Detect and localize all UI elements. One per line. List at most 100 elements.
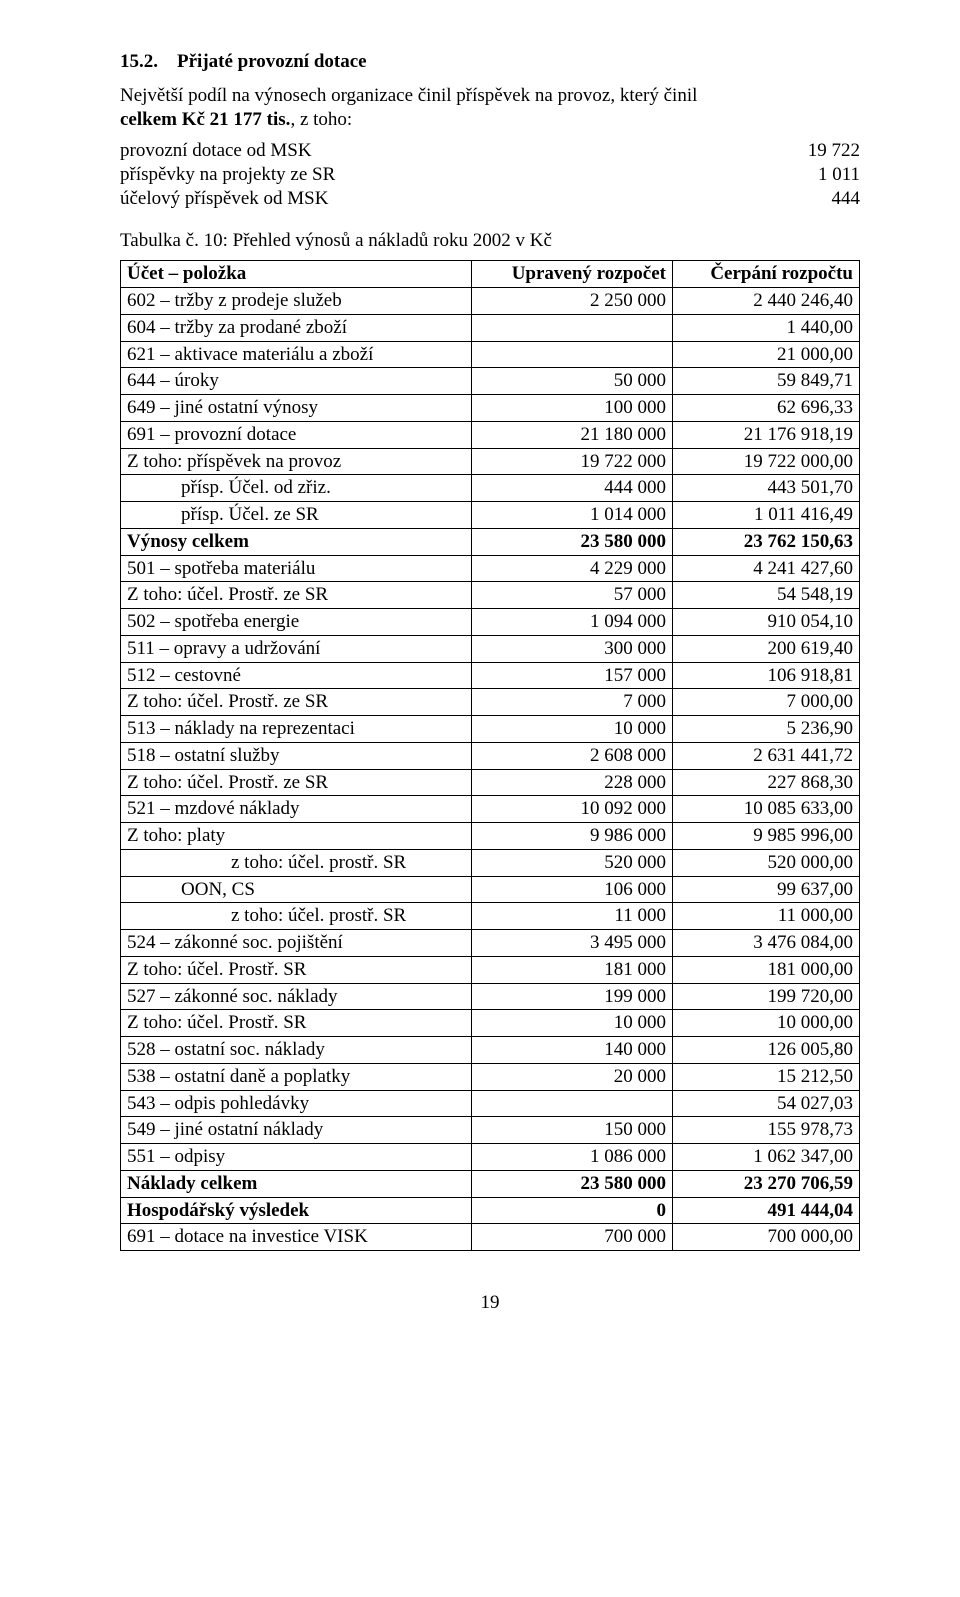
table-row: Náklady celkem23 580 00023 270 706,59 — [121, 1170, 860, 1197]
row-budget: 20 000 — [472, 1063, 673, 1090]
row-budget: 100 000 — [472, 395, 673, 422]
table-row: 691 – dotace na investice VISK700 000700… — [121, 1224, 860, 1251]
table-row: 501 – spotřeba materiálu4 229 0004 241 4… — [121, 555, 860, 582]
table-row: 527 – zákonné soc. náklady199 000199 720… — [121, 983, 860, 1010]
row-actual: 910 054,10 — [672, 609, 859, 636]
row-budget: 19 722 000 — [472, 448, 673, 475]
row-budget: 199 000 — [472, 983, 673, 1010]
row-label: OON, CS — [121, 876, 472, 903]
table-header-row: Účet – položka Upravený rozpočet Čerpání… — [121, 261, 860, 288]
table-row: 521 – mzdové náklady10 092 00010 085 633… — [121, 796, 860, 823]
row-actual: 23 762 150,63 — [672, 528, 859, 555]
row-budget: 140 000 — [472, 1037, 673, 1064]
row-budget: 300 000 — [472, 635, 673, 662]
row-label: 549 – jiné ostatní náklady — [121, 1117, 472, 1144]
row-actual: 1 062 347,00 — [672, 1144, 859, 1171]
table-row: 513 – náklady na reprezentaci10 0005 236… — [121, 716, 860, 743]
row-actual: 1 011 416,49 — [672, 502, 859, 529]
row-label: Výnosy celkem — [121, 528, 472, 555]
table-row: Výnosy celkem23 580 00023 762 150,63 — [121, 528, 860, 555]
row-budget: 1 086 000 — [472, 1144, 673, 1171]
row-actual: 19 722 000,00 — [672, 448, 859, 475]
row-actual: 491 444,04 — [672, 1197, 859, 1224]
row-actual: 199 720,00 — [672, 983, 859, 1010]
row-actual: 3 476 084,00 — [672, 930, 859, 957]
row-actual: 181 000,00 — [672, 956, 859, 983]
table-row: Z toho: účel. Prostř. ze SR57 00054 548,… — [121, 582, 860, 609]
row-actual: 520 000,00 — [672, 849, 859, 876]
row-actual: 106 918,81 — [672, 662, 859, 689]
row-label: 512 – cestovné — [121, 662, 472, 689]
row-budget: 11 000 — [472, 903, 673, 930]
table-row: 538 – ostatní daně a poplatky20 00015 21… — [121, 1063, 860, 1090]
row-budget — [472, 314, 673, 341]
row-budget: 23 580 000 — [472, 528, 673, 555]
row-actual: 23 270 706,59 — [672, 1170, 859, 1197]
table-row: 551 – odpisy1 086 0001 062 347,00 — [121, 1144, 860, 1171]
list-item: účelový příspěvek od MSK444 — [120, 187, 860, 211]
col-header-actual: Čerpání rozpočtu — [672, 261, 859, 288]
row-label: z toho: účel. prostř. SR — [121, 903, 472, 930]
row-label: 604 – tržby za prodané zboží — [121, 314, 472, 341]
row-budget: 10 092 000 — [472, 796, 673, 823]
list-item-value: 19 722 — [750, 139, 860, 163]
section-title: Přijaté provozní dotace — [177, 51, 367, 72]
row-actual: 62 696,33 — [672, 395, 859, 422]
row-budget — [472, 1090, 673, 1117]
row-label: 691 – provozní dotace — [121, 421, 472, 448]
row-actual: 700 000,00 — [672, 1224, 859, 1251]
table-row: 644 – úroky50 00059 849,71 — [121, 368, 860, 395]
table-row: Z toho: platy9 986 0009 985 996,00 — [121, 823, 860, 850]
row-actual: 155 978,73 — [672, 1117, 859, 1144]
col-header-budget: Upravený rozpočet — [472, 261, 673, 288]
intro-line1: Největší podíl na výnosech organizace či… — [120, 85, 697, 106]
row-budget: 228 000 — [472, 769, 673, 796]
row-budget: 57 000 — [472, 582, 673, 609]
row-label: 513 – náklady na reprezentaci — [121, 716, 472, 743]
row-actual: 11 000,00 — [672, 903, 859, 930]
table-row: 502 – spotřeba energie1 094 000910 054,1… — [121, 609, 860, 636]
list-item: provozní dotace od MSK19 722 — [120, 139, 860, 163]
row-label: 621 – aktivace materiálu a zboží — [121, 341, 472, 368]
table-row: z toho: účel. prostř. SR520 000520 000,0… — [121, 849, 860, 876]
row-actual: 2 440 246,40 — [672, 288, 859, 315]
row-label: 551 – odpisy — [121, 1144, 472, 1171]
row-budget: 10 000 — [472, 1010, 673, 1037]
row-budget: 157 000 — [472, 662, 673, 689]
row-budget: 23 580 000 — [472, 1170, 673, 1197]
row-budget: 106 000 — [472, 876, 673, 903]
section-number: 15.2. — [120, 51, 158, 72]
row-budget: 150 000 — [472, 1117, 673, 1144]
row-budget: 7 000 — [472, 689, 673, 716]
row-actual: 99 637,00 — [672, 876, 859, 903]
row-budget: 1 014 000 — [472, 502, 673, 529]
table-row: 524 – zákonné soc. pojištění3 495 0003 4… — [121, 930, 860, 957]
row-budget: 520 000 — [472, 849, 673, 876]
row-actual: 15 212,50 — [672, 1063, 859, 1090]
table-row: přísp. Účel. od zřiz.444 000443 501,70 — [121, 475, 860, 502]
row-budget — [472, 341, 673, 368]
section-heading: 15.2. Přijaté provozní dotace — [120, 50, 860, 74]
list-item-label: provozní dotace od MSK — [120, 139, 750, 163]
row-budget: 444 000 — [472, 475, 673, 502]
intro-bold: celkem Kč 21 177 tis. — [120, 109, 290, 130]
table-row: Z toho: účel. Prostř. ze SR228 000227 86… — [121, 769, 860, 796]
table-row: Z toho: příspěvek na provoz19 722 00019 … — [121, 448, 860, 475]
table-row: 511 – opravy a udržování300 000200 619,4… — [121, 635, 860, 662]
row-actual: 2 631 441,72 — [672, 742, 859, 769]
table-row: 604 – tržby za prodané zboží1 440,00 — [121, 314, 860, 341]
row-label: 528 – ostatní soc. náklady — [121, 1037, 472, 1064]
row-label: přísp. Účel. ze SR — [121, 502, 472, 529]
row-label: 649 – jiné ostatní výnosy — [121, 395, 472, 422]
table-row: přísp. Účel. ze SR1 014 0001 011 416,49 — [121, 502, 860, 529]
row-label: 518 – ostatní služby — [121, 742, 472, 769]
row-actual: 10 000,00 — [672, 1010, 859, 1037]
row-actual: 21 000,00 — [672, 341, 859, 368]
row-actual: 54 027,03 — [672, 1090, 859, 1117]
table-row: 518 – ostatní služby2 608 0002 631 441,7… — [121, 742, 860, 769]
row-actual: 227 868,30 — [672, 769, 859, 796]
row-label: 538 – ostatní daně a poplatky — [121, 1063, 472, 1090]
row-budget: 700 000 — [472, 1224, 673, 1251]
table-caption: Tabulka č. 10: Přehled výnosů a nákladů … — [120, 229, 860, 253]
row-actual: 7 000,00 — [672, 689, 859, 716]
